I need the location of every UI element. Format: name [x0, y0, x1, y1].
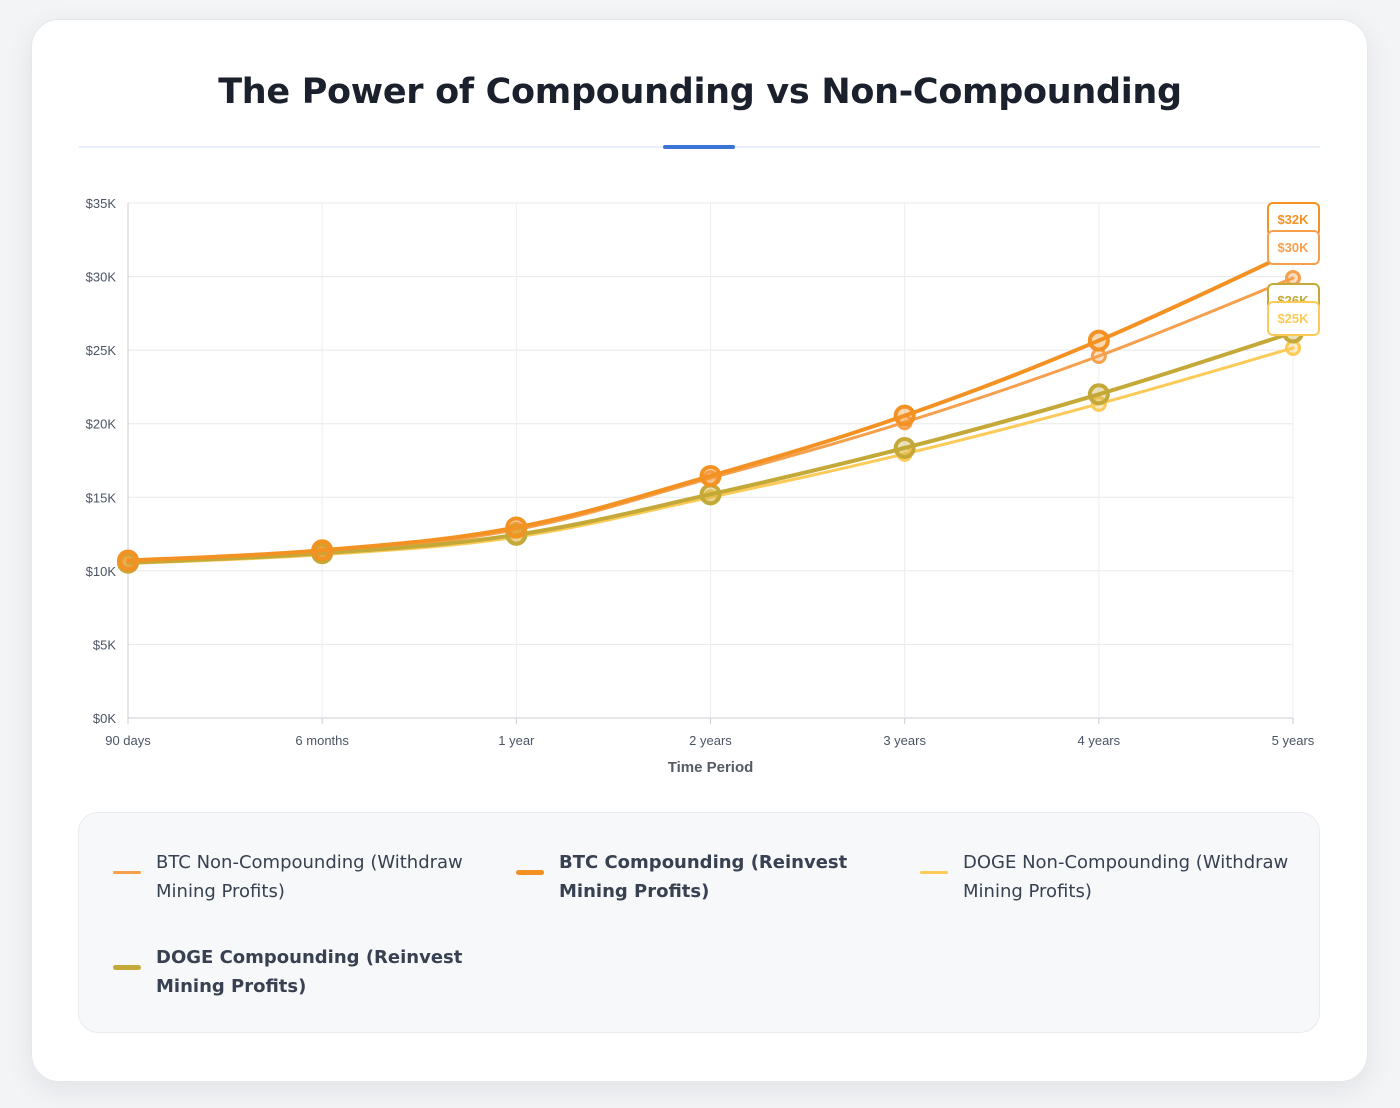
y-tick-label: $20K	[86, 417, 117, 432]
data-point	[117, 549, 139, 572]
end-label-box	[1267, 230, 1320, 265]
data-point	[893, 436, 916, 459]
y-tick-label: $5K	[93, 637, 116, 652]
legend-swatch-btc-non-compounding	[113, 871, 141, 874]
legend-label-btc-non-compounding: BTC Non-Compounding (Withdraw Mining Pro…	[156, 852, 463, 902]
y-tick-label: $35K	[86, 196, 117, 211]
y-tick-label: $25K	[86, 343, 117, 358]
data-point	[893, 404, 916, 427]
end-label-text: $25K	[1277, 311, 1309, 326]
legend-label-doge-compounding: DOGE Compounding (Reinvest Mining Profit…	[156, 947, 463, 997]
data-point	[311, 539, 334, 562]
end-label-2: $25K	[1267, 301, 1320, 336]
x-tick-label: 5 years	[1272, 733, 1315, 748]
line-chart: $0K $5K $10K $15K $20K $25K $30K $35K 90 days 6 m…	[86, 196, 1320, 776]
y-tick-label: $15K	[86, 490, 117, 505]
series-line-3	[126, 330, 1295, 565]
data-point	[1087, 383, 1110, 406]
legend-label-btc-compounding: BTC Compounding (Reinvest Mining Profits…	[559, 852, 848, 902]
x-tick-label: 3 years	[883, 733, 926, 748]
data-point	[1285, 270, 1301, 287]
legend-swatch-doge-non-compounding	[920, 871, 948, 874]
x-tick-label: 2 years	[689, 733, 732, 748]
legend-swatch-btc-compounding	[516, 870, 544, 875]
data-point	[699, 483, 722, 506]
x-tick-label: 4 years	[1078, 733, 1121, 748]
data-point	[505, 516, 528, 539]
x-tick-label: 90 days	[105, 733, 151, 748]
legend-label-doge-non-compounding: DOGE Non-Compounding (Withdraw Mining Pr…	[963, 852, 1289, 902]
legend-swatch-doge-compounding	[113, 965, 141, 970]
legend: BTC Non-Compounding (Withdraw Mining Pro…	[78, 812, 1320, 1033]
end-label-box	[1267, 301, 1320, 336]
y-tick-label: $10K	[86, 564, 117, 579]
series-1	[117, 240, 1304, 572]
x-tick-label: 6 months	[295, 733, 349, 748]
series-line-1	[126, 249, 1295, 563]
end-label-text: $30K	[1277, 240, 1309, 255]
y-tick-label: $30K	[86, 270, 117, 285]
end-label-text: $32K	[1277, 212, 1309, 227]
x-axis-title: Time Period	[668, 759, 754, 776]
end-label-1: $32K	[1267, 202, 1320, 237]
chart-title: The Power of Compounding vs Non-Compound…	[218, 72, 1182, 112]
data-point	[699, 464, 722, 487]
title-accent-bar	[663, 145, 735, 149]
y-tick-label: $0K	[93, 711, 116, 726]
x-tick-label: 1 year	[498, 733, 535, 748]
data-point	[1087, 329, 1110, 352]
end-label-0: $30K	[1267, 230, 1320, 265]
